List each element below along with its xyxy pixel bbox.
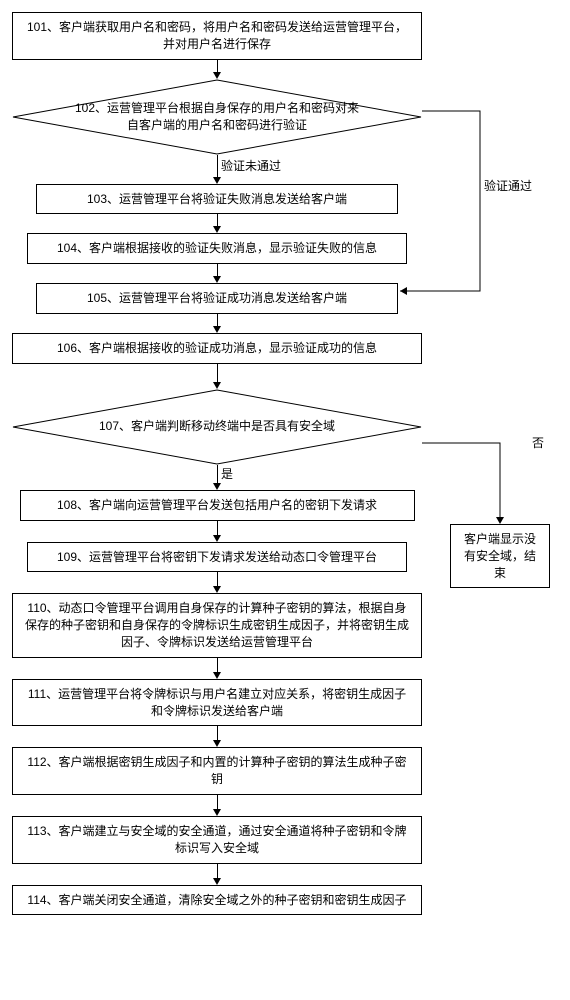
arrow [213, 572, 221, 593]
step-106: 106、客户端根据接收的验证成功消息，显示验证成功的信息 [12, 333, 422, 364]
step-108: 108、客户端向运营管理平台发送包括用户名的密钥下发请求 [20, 490, 415, 521]
step-110: 110、动态口令管理平台调用自身保存的计算种子密钥的算法，根据自身保存的种子密钥… [12, 593, 422, 657]
step-114: 114、客户端关闭安全通道，清除安全域之外的种子密钥和密钥生成因子 [12, 885, 422, 916]
arrow [213, 726, 221, 747]
step-111: 111、运营管理平台将令牌标识与用户名建立对应关系，将密钥生成因子和令牌标识发送… [12, 679, 422, 727]
step-103: 103、运营管理平台将验证失败消息发送给客户端 [36, 184, 398, 215]
label-fail: 验证未通过 [221, 157, 281, 174]
arrow [213, 214, 221, 233]
arrow-fail: 验证未通过 [213, 155, 221, 184]
decision-107: 107、客户端判断移动终端中是否具有安全域 [12, 389, 422, 465]
step-113: 113、客户端建立与安全域的安全通道，通过安全通道将种子密钥和令牌标识写入安全域 [12, 816, 422, 864]
arrow [213, 521, 221, 542]
step-104: 104、客户端根据接收的验证失败消息，显示验证失败的信息 [27, 233, 407, 264]
step-109: 109、运营管理平台将密钥下发请求发送给动态口令管理平台 [27, 542, 407, 573]
arrow [213, 364, 221, 389]
arrow [213, 795, 221, 816]
decision-102-label: 102、运营管理平台根据自身保存的用户名和密码对来自客户端的用户名和密码进行验证 [12, 79, 422, 155]
main-column: 101、客户端获取用户名和密码，将用户名和密码发送给运营管理平台，并对用户名进行… [12, 12, 422, 915]
flowchart: 101、客户端获取用户名和密码，将用户名和密码发送给运营管理平台，并对用户名进行… [12, 12, 558, 915]
step-105: 105、运营管理平台将验证成功消息发送给客户端 [36, 283, 398, 314]
arrow-yes: 是 [213, 465, 221, 490]
step-101: 101、客户端获取用户名和密码，将用户名和密码发送给运营管理平台，并对用户名进行… [12, 12, 422, 60]
arrow [213, 314, 221, 333]
no-security-box: 客户端显示没有安全域，结束 [450, 524, 550, 588]
arrow [213, 264, 221, 283]
step-112: 112、客户端根据密钥生成因子和内置的计算种子密钥的算法生成种子密钥 [12, 747, 422, 795]
arrow [213, 60, 221, 79]
label-pass: 验证通过 [484, 177, 532, 194]
decision-102: 102、运营管理平台根据自身保存的用户名和密码对来自客户端的用户名和密码进行验证 [12, 79, 422, 155]
arrow [213, 658, 221, 679]
label-no: 否 [532, 434, 544, 451]
arrow [213, 864, 221, 885]
decision-107-label: 107、客户端判断移动终端中是否具有安全域 [12, 389, 422, 465]
label-yes: 是 [221, 465, 233, 482]
